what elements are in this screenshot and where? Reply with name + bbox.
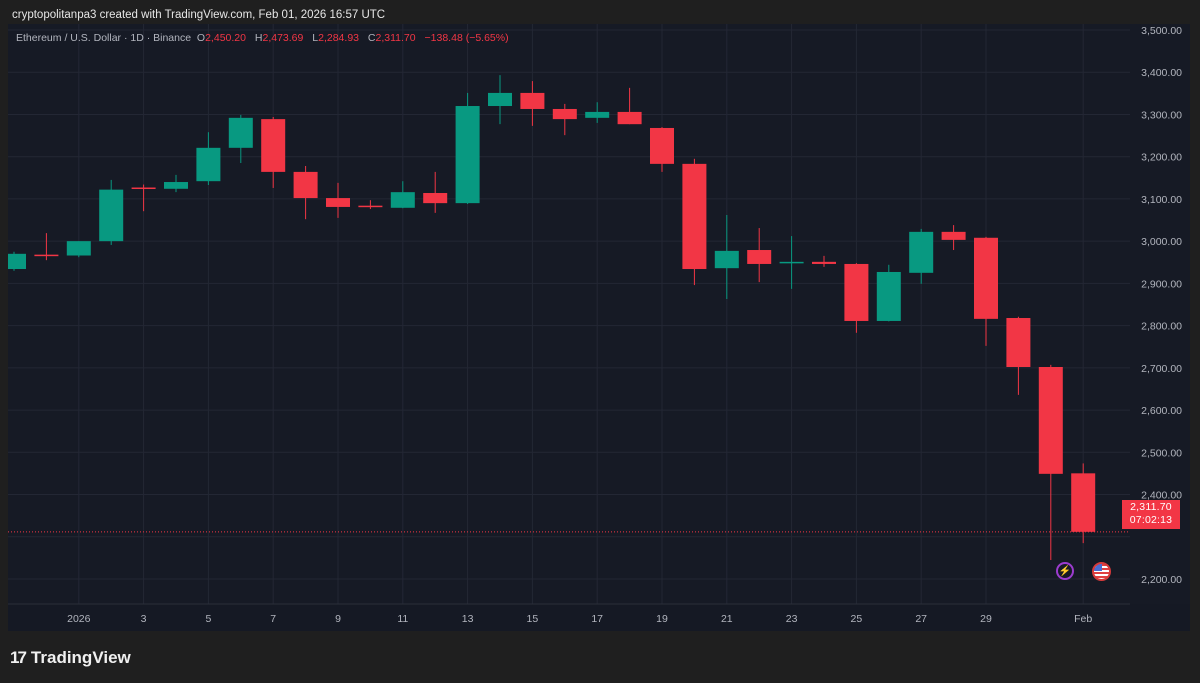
price-axis-label: 2,800.00 — [1141, 321, 1182, 333]
candle-body[interactable] — [228, 117, 253, 148]
candle-body[interactable] — [488, 92, 512, 107]
high-label: H — [254, 32, 263, 44]
candle-body[interactable] — [423, 193, 448, 204]
candle-body[interactable] — [390, 192, 415, 208]
candle-body[interactable] — [747, 250, 772, 264]
chart-credit: cryptopolitanpa3 created with TradingVie… — [12, 9, 386, 21]
time-axis-label: 2026 — [67, 613, 91, 625]
time-axis-label: 5 — [205, 613, 211, 625]
candle-body[interactable] — [34, 254, 59, 257]
lightning-event-icon[interactable]: ⚡ — [1056, 562, 1074, 580]
time-axis-label: 19 — [656, 613, 668, 625]
open-value: 2,450.20 — [205, 32, 246, 44]
candle-body[interactable] — [844, 263, 869, 321]
change-value: −138.48 (−5.65%) — [424, 32, 509, 44]
open-label: O — [196, 32, 206, 44]
time-axis-label: 7 — [270, 613, 276, 625]
candle-body[interactable] — [714, 250, 739, 269]
time-axis-label: Feb — [1074, 613, 1092, 625]
candle-body[interactable] — [99, 189, 124, 242]
time-axis-label: 13 — [462, 613, 474, 625]
candle-body[interactable] — [66, 241, 91, 256]
candle-body[interactable] — [520, 92, 545, 109]
candle-body[interactable] — [8, 253, 26, 270]
tradingview-logo-text: TradingView — [30, 648, 131, 667]
time-axis-label: 9 — [335, 613, 341, 625]
time-axis-label: 17 — [591, 613, 603, 625]
time-axis-label: 23 — [786, 613, 798, 625]
time-axis-label: 15 — [527, 613, 539, 625]
price-axis-label: 2,400.00 — [1141, 490, 1182, 502]
time-axis-label: 21 — [721, 613, 733, 625]
us-flag-economic-event-icon[interactable] — [1092, 562, 1111, 581]
price-axis-label: 3,200.00 — [1141, 152, 1182, 164]
candle-body[interactable] — [585, 111, 610, 118]
candle-body[interactable] — [455, 106, 480, 204]
symbol-title[interactable]: Ethereum / U.S. Dollar · 1D · Binance — [16, 32, 192, 44]
time-axis-label: 3 — [141, 613, 147, 625]
candle-body[interactable] — [552, 108, 577, 120]
candle-body[interactable] — [682, 163, 707, 270]
ohlc-legend: Ethereum / U.S. Dollar · 1D · Binance O2… — [16, 32, 515, 44]
chart-panel[interactable]: 3,500.00 3,400.00 3,300.00 3,200.00 3,100.00… — [8, 24, 1190, 631]
price-axis-label: 2,900.00 — [1141, 278, 1182, 290]
candlestick-chart[interactable]: 3,500.00 3,400.00 3,300.00 3,200.00 3,100.00… — [8, 24, 1190, 631]
low-label: L — [312, 32, 319, 44]
close-label: C — [367, 32, 376, 44]
last-price-badge: 2,311.70 07:02:13 — [1122, 500, 1180, 529]
time-axis-label: 11 — [397, 613, 408, 625]
price-axis-label: 2,600.00 — [1141, 405, 1182, 417]
candle-body[interactable] — [650, 127, 674, 164]
time-axis-label: 29 — [980, 613, 992, 625]
candle-body[interactable] — [326, 198, 350, 207]
candle-body[interactable] — [261, 119, 286, 172]
price-axis-label: 3,500.00 — [1141, 25, 1182, 37]
price-axis-label: 2,200.00 — [1141, 574, 1182, 586]
candle-body[interactable] — [1071, 473, 1096, 532]
price-axis-label: 2,500.00 — [1141, 447, 1182, 459]
price-axis-label: 3,100.00 — [1141, 194, 1182, 206]
price-axis-label: 3,400.00 — [1141, 67, 1182, 79]
candle-body[interactable] — [164, 182, 188, 189]
tradingview-logo-icon: 17 — [10, 648, 27, 667]
candle-body[interactable] — [131, 187, 156, 190]
high-value: 2,473.69 — [262, 32, 304, 44]
price-axis-label: 2,700.00 — [1141, 363, 1182, 375]
candle-body[interactable] — [617, 111, 642, 125]
bar-countdown: 07:02:13 — [1129, 514, 1173, 526]
candle-body[interactable] — [941, 231, 966, 240]
candle-body[interactable] — [1038, 366, 1063, 474]
candle-body[interactable] — [779, 261, 804, 264]
candle-body[interactable] — [196, 147, 221, 182]
close-value: 2,311.70 — [375, 32, 416, 44]
time-axis[interactable] — [8, 604, 1190, 631]
candle-body[interactable] — [974, 237, 998, 319]
time-axis-label: 27 — [915, 613, 927, 625]
candle-body[interactable] — [812, 261, 836, 264]
candle-body[interactable] — [293, 171, 318, 199]
low-value: 2,284.93 — [318, 32, 359, 44]
last-price: 2,311.70 — [1130, 501, 1172, 513]
candle-body[interactable] — [909, 231, 934, 273]
price-axis-label: 3,000.00 — [1141, 236, 1182, 248]
price-axis-label: 3,300.00 — [1141, 109, 1182, 121]
candle-body[interactable] — [358, 205, 383, 208]
candle-body[interactable] — [1006, 318, 1031, 367]
candle-body[interactable] — [876, 271, 901, 321]
tradingview-logo[interactable]: 17 TradingView — [10, 648, 131, 668]
time-axis-label: 25 — [851, 613, 863, 625]
